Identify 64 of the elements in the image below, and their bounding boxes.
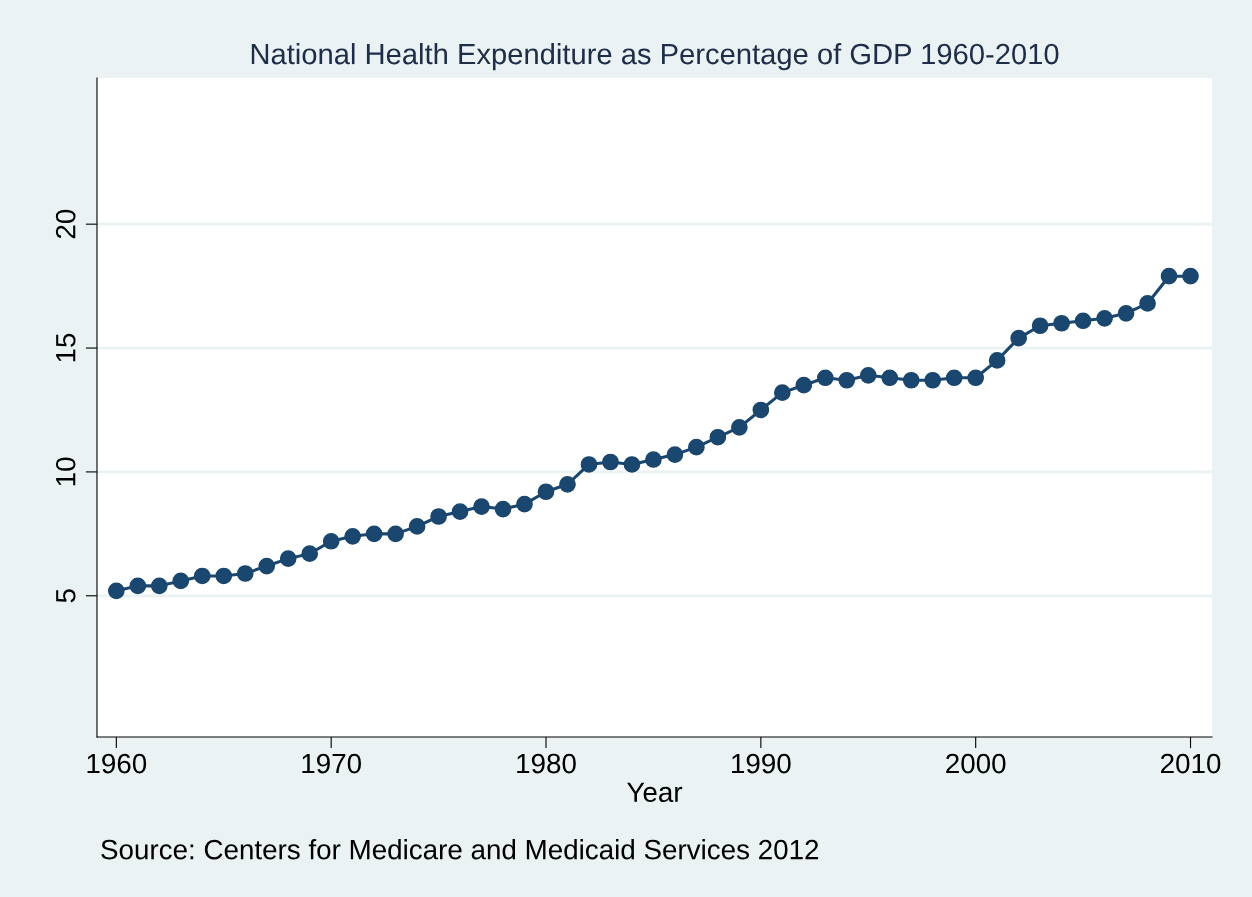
x-tick-label: 2000 [946, 753, 1006, 774]
point [623, 456, 641, 473]
point [602, 453, 619, 471]
point [773, 384, 791, 401]
x-tick-label: 1990 [732, 753, 791, 774]
point [967, 369, 985, 387]
point [430, 508, 447, 525]
point [752, 401, 770, 419]
point [494, 500, 512, 518]
point [537, 483, 555, 501]
point [108, 582, 125, 600]
chart-title: National Health Expenditure as Percentage of GDP 1960-2010 [251, 42, 1059, 71]
point [1182, 267, 1199, 285]
point [301, 545, 319, 563]
point [193, 567, 211, 585]
point [945, 369, 963, 387]
point [387, 525, 404, 543]
point [838, 371, 856, 389]
point [473, 498, 490, 515]
point [731, 418, 748, 436]
point [666, 446, 684, 463]
point [902, 371, 920, 389]
x-tick-label: 1960 [87, 753, 147, 774]
point [236, 565, 254, 582]
point [795, 376, 813, 394]
x-tick-label: 1970 [302, 753, 361, 774]
source-note: Source: Centers for Medicare and Medicaid Services 2012 [101, 839, 819, 860]
point [215, 567, 233, 585]
point [709, 428, 727, 446]
point [859, 366, 877, 384]
point [1160, 267, 1178, 285]
point [1074, 312, 1092, 330]
point [1117, 305, 1135, 322]
point [816, 369, 834, 387]
point [1010, 329, 1027, 347]
point [988, 352, 1006, 369]
y-tick-label: 10 [55, 457, 76, 486]
y-tick-label: 5 [56, 589, 76, 603]
point [1053, 314, 1070, 332]
point [645, 451, 662, 468]
point [365, 525, 383, 543]
y-tick-label: 20 [55, 209, 76, 239]
x-tick-label: 2010 [1161, 753, 1221, 774]
point [881, 369, 899, 387]
x-tick-label: 1980 [517, 753, 576, 774]
point [580, 456, 598, 473]
point [688, 438, 705, 456]
point [258, 557, 276, 575]
point [344, 527, 361, 545]
y-tick-label: 15 [56, 333, 76, 362]
point [172, 572, 190, 590]
point [150, 577, 168, 595]
point [516, 495, 533, 513]
point [559, 475, 576, 493]
point [279, 550, 297, 567]
point [408, 518, 426, 535]
point [924, 371, 942, 389]
point [1031, 317, 1049, 335]
x-axis-title: Year [627, 782, 683, 803]
point [451, 503, 469, 520]
point [1096, 309, 1113, 327]
point [129, 577, 147, 595]
point [1139, 295, 1156, 312]
point [322, 532, 340, 550]
